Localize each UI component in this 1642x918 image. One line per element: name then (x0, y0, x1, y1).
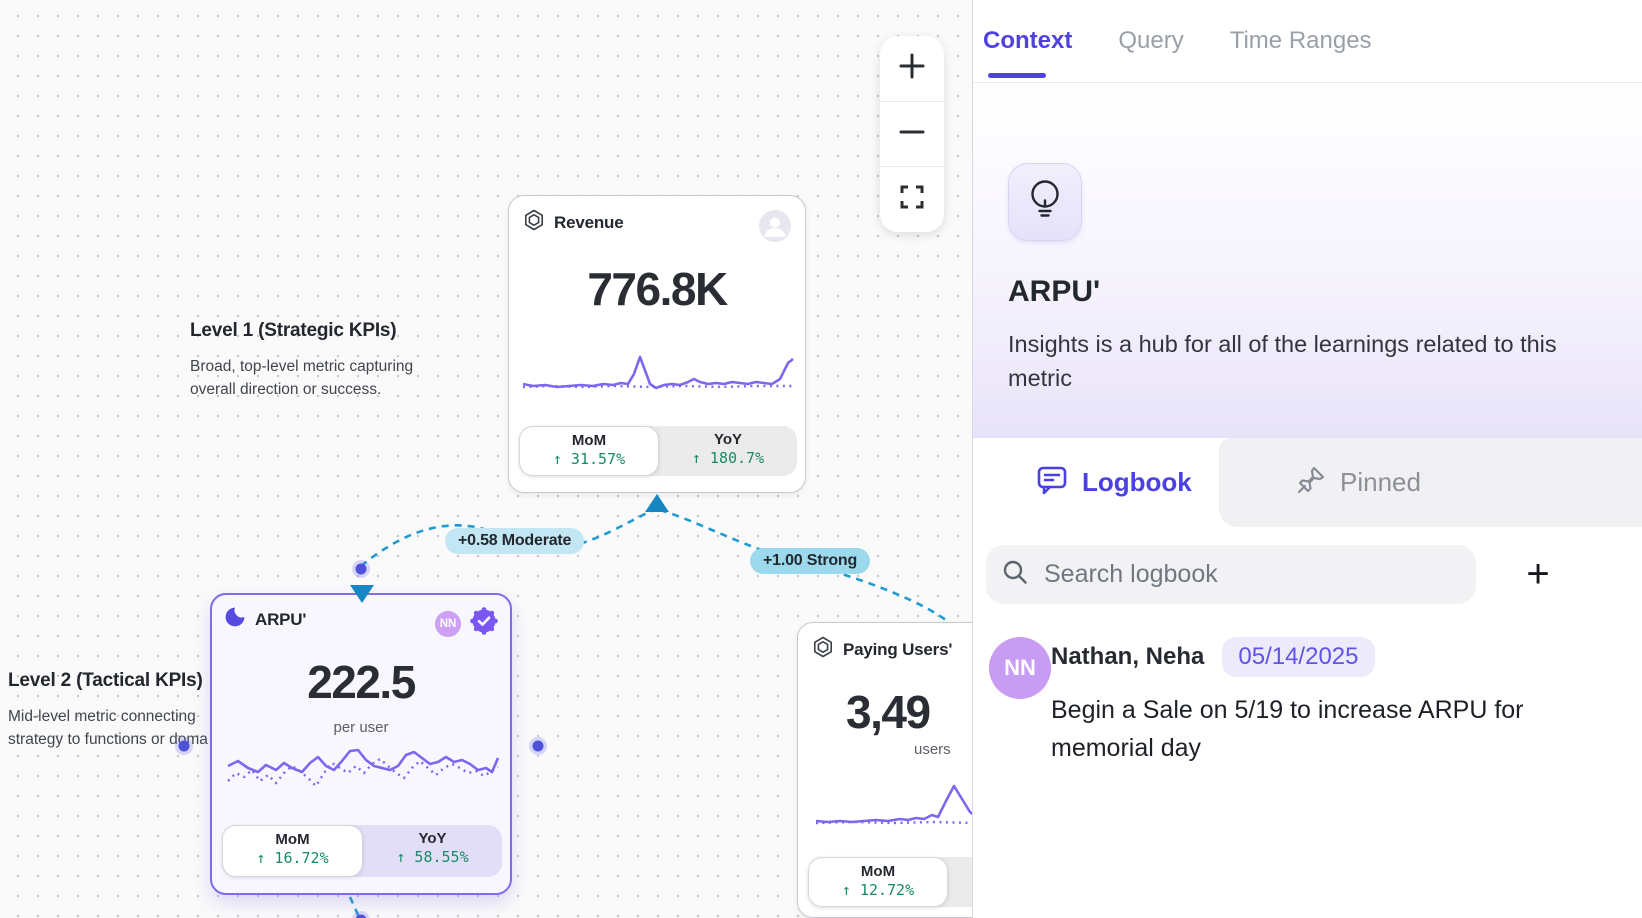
level1-desc-line2: overall direction or success. (190, 380, 382, 398)
mom-label: MoM (860, 863, 896, 880)
metric-card-arpu[interactable]: ARPU' NN 222.5 per user MoM ↑ 16.72% (210, 593, 512, 895)
metric-card-revenue[interactable]: Revenue 776.8K MoM ↑ 31.57% YoY ↑ 180.7% (508, 195, 806, 493)
mom-value: ↑ 12.72% (841, 881, 915, 899)
metric-unit: users (914, 741, 951, 758)
tab-pinned[interactable]: Pinned (1296, 438, 1421, 527)
level2-annotation: Level 2 (Tactical KPIs) Mid-level metric… (8, 670, 268, 751)
metric-context-header: ARPU' Insights is a hub for all of the l… (973, 83, 1642, 438)
verified-check-icon[interactable] (470, 607, 498, 640)
author-avatar: NN (989, 637, 1051, 699)
hexagon-metric-icon (523, 209, 545, 236)
tab-time-ranges[interactable]: Time Ranges (1229, 27, 1372, 54)
insights-button[interactable] (1008, 163, 1082, 241)
logbook-chat-icon (1036, 464, 1068, 501)
plus-icon (898, 52, 926, 85)
change-stats: MoM ↑ 16.72% YoY ↑ 58.55% (222, 825, 502, 877)
logbook-pinned-tabs: Logbook Pinned (973, 438, 1642, 527)
add-log-entry-button[interactable]: + (1526, 552, 1550, 596)
metric-value: 3,49 (846, 686, 931, 738)
yoy-stat[interactable]: YoY ↑ 180.7% (659, 426, 797, 476)
metric-unit: per user (333, 719, 389, 736)
metric-value: 776.8K (587, 263, 728, 315)
pinned-tab-background (1219, 438, 1642, 527)
mom-label: MoM (571, 432, 607, 449)
metric-tree-canvas[interactable]: Level 1 (Strategic KPIs) Broad, top-leve… (0, 0, 1095, 918)
level2-desc-line1: Mid-level metric connecting (8, 708, 196, 725)
level2-desc-line2: strategy to functions or doma (8, 730, 208, 748)
yoy-label: YoY (418, 830, 447, 847)
mom-stat[interactable]: MoM ↑ 31.57% (519, 426, 659, 476)
yoy-label: YoY (713, 431, 743, 448)
yoy-stat[interactable]: YoY ↑ 58.55% (363, 825, 502, 877)
change-stats: MoM ↑ 31.57% YoY ↑ 180.7% (519, 426, 797, 476)
card-title: ARPU' (255, 609, 307, 629)
level1-title: Level 1 (Strategic KPIs) (190, 320, 397, 341)
mom-value: ↑ 16.72% (256, 849, 329, 867)
canvas-zoom-toolbar (880, 36, 944, 232)
edge-label-moderate[interactable]: +0.58 Moderate (445, 528, 585, 554)
crescent-moon-icon (224, 606, 246, 633)
search-input[interactable] (1044, 560, 1460, 589)
logbook-search-row: + (973, 527, 1642, 627)
mom-value: ↑ 31.57% (552, 450, 626, 468)
mom-label: MoM (275, 831, 310, 848)
metric-name: ARPU' (1008, 275, 1101, 308)
mom-stat[interactable]: MoM ↑ 16.72% (222, 825, 363, 877)
revenue-sparkline (522, 355, 794, 390)
entry-text: Begin a Sale on 5/19 to increase ARPU fo… (1051, 696, 1524, 762)
arpu-sparkline (227, 748, 500, 788)
active-tab-underline (988, 73, 1046, 78)
zoom-out-button[interactable] (880, 100, 944, 167)
fullscreen-icon (899, 184, 925, 215)
level1-annotation: Level 1 (Strategic KPIs) Broad, top-leve… (190, 320, 430, 401)
arrowhead-into-revenue (645, 494, 669, 512)
zoom-in-button[interactable] (880, 36, 944, 101)
metric-description: Insights is a hub for all of the learnin… (1008, 331, 1557, 391)
tab-query[interactable]: Query (1118, 27, 1184, 54)
yoy-value: ↑ 180.7% (691, 449, 765, 467)
tab-context[interactable]: Context (983, 27, 1073, 54)
lightbulb-icon (1024, 177, 1066, 228)
collaborator-badge[interactable]: NN (435, 610, 461, 637)
search-icon (1002, 559, 1028, 590)
panel-tab-bar: Context Query Time Ranges (973, 0, 1642, 83)
entry-author: Nathan, Neha (1051, 643, 1205, 670)
logbook-label: Logbook (1082, 467, 1192, 497)
metric-value: 222.5 (307, 656, 416, 708)
entry-date-badge[interactable]: 05/14/2025 (1222, 637, 1375, 677)
edge-label-strong[interactable]: +1.00 Strong (750, 548, 871, 574)
context-panel: Context Query Time Ranges ARPU' Insights… (972, 0, 1642, 918)
card-title: Revenue (554, 212, 624, 232)
mom-stat[interactable]: MoM ↑ 12.72% (808, 857, 948, 907)
pushpin-icon (1296, 465, 1326, 500)
card-title: Paying Users' (843, 639, 953, 659)
tab-logbook[interactable]: Logbook (1036, 438, 1192, 527)
yoy-value: ↑ 58.55% (396, 848, 469, 866)
minus-icon (898, 118, 926, 151)
level1-desc-line1: Broad, top-level metric capturing (190, 358, 414, 375)
fit-view-button[interactable] (880, 166, 944, 232)
logbook-search-box[interactable] (986, 545, 1476, 604)
pinned-label: Pinned (1340, 467, 1421, 497)
level2-title: Level 2 (Tactical KPIs) (8, 670, 203, 691)
hexagon-metric-icon (812, 636, 834, 663)
owner-avatar-icon[interactable] (759, 210, 791, 242)
